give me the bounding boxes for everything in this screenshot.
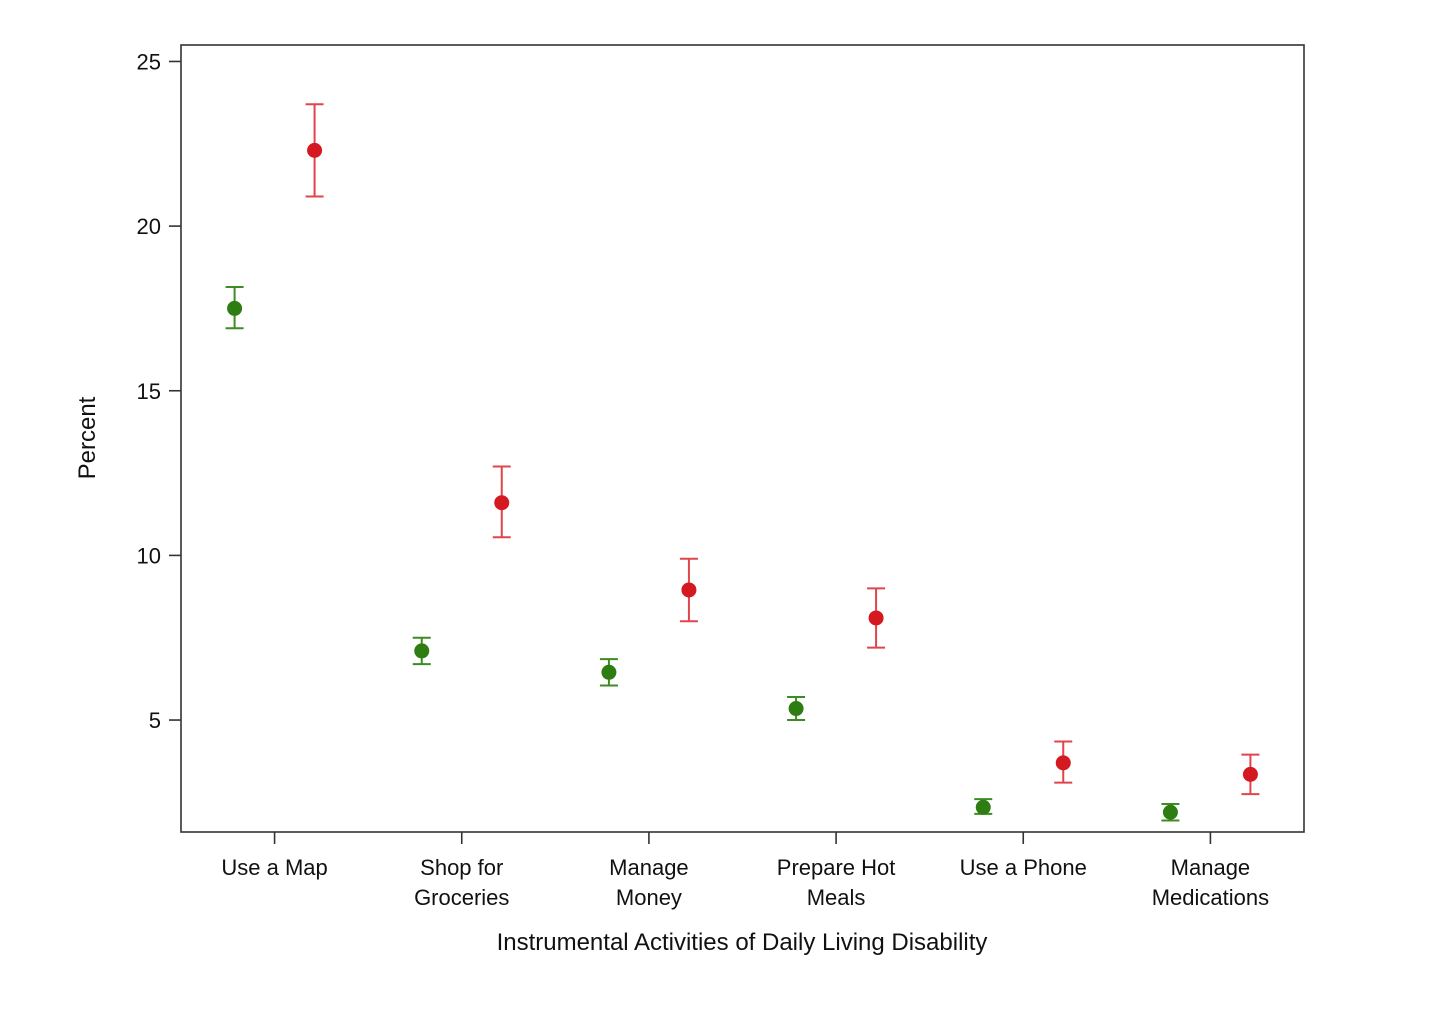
- y-tick-label: 15: [137, 379, 161, 404]
- y-tick-label: 10: [137, 543, 161, 568]
- data-point: [681, 582, 697, 598]
- x-tick-label-line: Money: [616, 885, 682, 910]
- y-tick-label: 20: [137, 214, 161, 239]
- x-tick-label: Use a Map: [221, 855, 327, 880]
- x-tick-label-line: Medications: [1152, 885, 1269, 910]
- data-point: [868, 610, 884, 626]
- series-green: [225, 286, 1180, 822]
- data-point: [227, 300, 243, 316]
- x-tick-label: Prepare Hot Meals: [777, 855, 896, 910]
- data-point: [414, 643, 430, 659]
- x-tick-label-line: Prepare Hot: [777, 855, 896, 880]
- x-tick-label: Manage Medications: [1152, 855, 1269, 910]
- data-marks: [225, 103, 1260, 822]
- x-tick-label-line: Manage: [609, 855, 689, 880]
- x-tick-label-line: Shop for: [420, 855, 503, 880]
- x-tick-label: Use a Phone: [960, 855, 1087, 880]
- data-point: [1162, 804, 1178, 820]
- x-tick-label: Shop for Groceries: [414, 855, 509, 910]
- series-red: [305, 103, 1260, 796]
- x-tick-label-line: Groceries: [414, 885, 509, 910]
- data-point: [494, 495, 510, 511]
- data-point: [307, 142, 323, 158]
- x-tick-label: Manage Money: [609, 855, 689, 910]
- data-point: [788, 701, 804, 717]
- y-tick-label: 5: [149, 708, 161, 733]
- x-tick-label-line: Use a Map: [221, 855, 327, 880]
- x-tick-label-line: Meals: [807, 885, 866, 910]
- data-point: [601, 664, 617, 680]
- x-axis: Use a Map Shop for Groceries Manage Money Pre…: [221, 832, 1269, 910]
- y-axis: 5 10 15 20 25: [137, 49, 181, 733]
- x-tick-label-line: Manage: [1171, 855, 1251, 880]
- y-tick-label: 25: [137, 49, 161, 74]
- data-point: [975, 799, 991, 815]
- data-point: [1055, 755, 1071, 771]
- x-axis-title: Instrumental Activities of Daily Living …: [497, 929, 988, 956]
- y-axis-title: Percent: [74, 396, 101, 479]
- data-point: [1242, 766, 1258, 782]
- plot-frame: [180, 44, 1305, 833]
- x-tick-label-line: Use a Phone: [960, 855, 1087, 880]
